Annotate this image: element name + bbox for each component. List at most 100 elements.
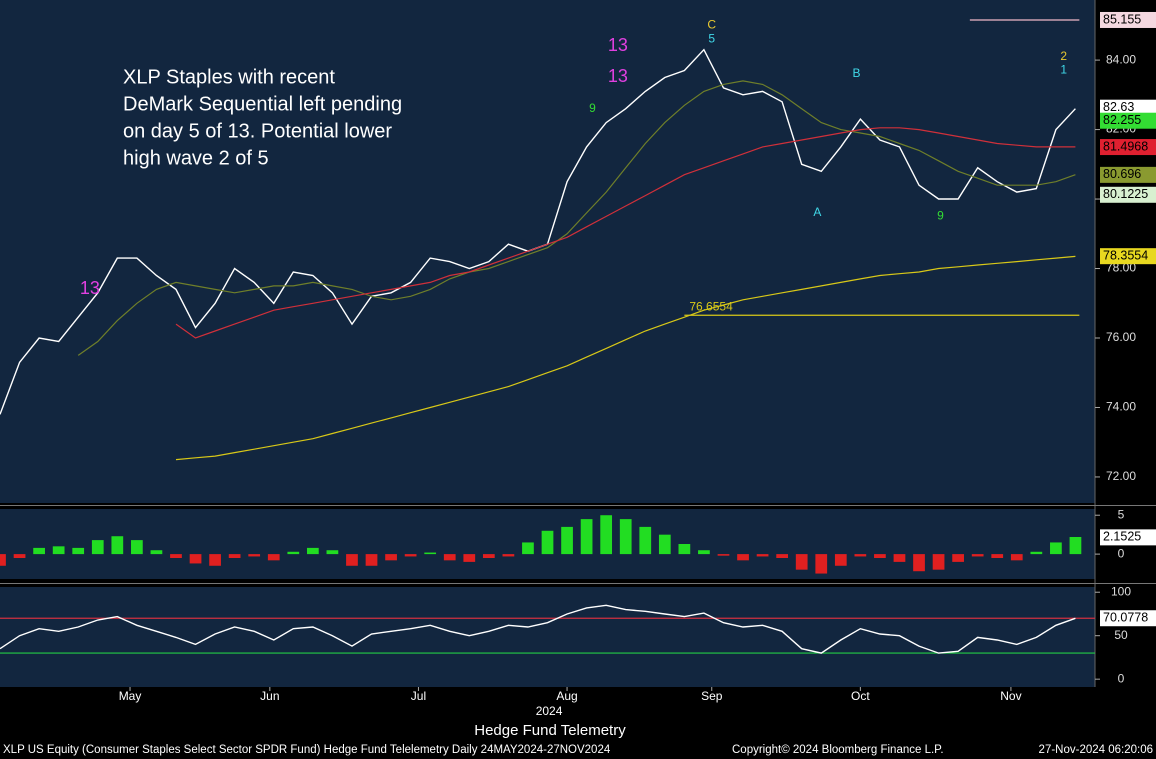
price-panel	[0, 0, 1095, 503]
histogram-bar	[424, 552, 437, 555]
footer-copyright: Copyright© 2024 Bloomberg Finance L.P.	[732, 744, 944, 756]
y-tick-label: 5	[1118, 507, 1125, 521]
demark-label: 13	[608, 35, 628, 55]
histogram-bar	[776, 554, 789, 558]
value-box	[1100, 248, 1156, 265]
value-box	[1100, 112, 1156, 129]
histogram-bar	[600, 515, 613, 555]
histogram-bar	[502, 554, 515, 557]
value-label: 80.696	[1103, 167, 1141, 181]
histogram-bar	[1030, 551, 1043, 555]
histogram-bar	[306, 547, 319, 555]
y-tick-label: 76.00	[1106, 330, 1136, 344]
histogram-bar	[111, 536, 124, 555]
y-tick-label: 100	[1111, 584, 1131, 598]
histogram-bar	[619, 519, 632, 555]
histogram-bar	[1069, 537, 1082, 555]
histogram-bar	[404, 554, 417, 557]
y-tick-label: 84.00	[1106, 52, 1136, 66]
value-label: 81.4968	[1103, 139, 1148, 153]
demark-label: 2	[1060, 49, 1067, 63]
histogram-bar	[228, 554, 241, 558]
histogram-bar	[13, 554, 26, 558]
footer-left: XLP US Equity (Consumer Staples Select S…	[3, 744, 611, 756]
level-label: 76.6554	[689, 299, 733, 313]
y-tick-label: 72.00	[1106, 469, 1136, 483]
series-line	[175, 255, 1076, 461]
histogram-bar	[756, 554, 769, 557]
histogram-bar	[971, 554, 984, 557]
histogram-bar	[0, 554, 6, 566]
y-tick-label: 50	[1114, 628, 1128, 642]
histogram-bar	[991, 554, 1004, 558]
x-tick-label: Sep	[701, 689, 723, 703]
histogram-bar	[639, 526, 652, 555]
value-label: 85.155	[1103, 12, 1141, 26]
histogram-bar	[91, 540, 104, 555]
histogram-bar	[893, 554, 906, 562]
y-tick-label: 0	[1118, 546, 1125, 560]
histogram-bar	[913, 554, 925, 572]
histogram-bar	[678, 544, 691, 555]
y-tick-label: 74.00	[1106, 400, 1136, 414]
value-label: 78.3554	[1103, 248, 1148, 262]
value-label: 80.1225	[1103, 187, 1148, 201]
value-box	[1100, 166, 1156, 183]
histogram-bar	[541, 530, 554, 555]
histogram-bar	[443, 554, 456, 561]
histogram-bar	[170, 554, 182, 558]
demark-label: 9	[589, 101, 596, 115]
x-tick-label: Jun	[260, 689, 279, 703]
histogram-bar	[150, 550, 163, 555]
x-tick-label: Oct	[851, 689, 870, 703]
x-tick-label: Jul	[411, 689, 426, 703]
demark-label: 5	[708, 31, 715, 45]
y-tick-label: 78.00	[1106, 261, 1136, 275]
histogram-bar	[854, 554, 867, 557]
histogram-bar	[346, 554, 358, 566]
x-tick-label: Aug	[556, 689, 577, 703]
y-tick-label: 0	[1118, 671, 1125, 685]
histogram-bar	[131, 540, 143, 555]
series-line	[0, 604, 1076, 654]
histogram-bar	[209, 554, 221, 566]
histogram-bar	[717, 554, 730, 556]
value-label: 82.255	[1103, 113, 1141, 127]
demark-label: 13	[80, 278, 100, 298]
demark-label: 13	[608, 66, 628, 86]
annotation-text: on day 5 of 13. Potential lower	[123, 120, 392, 142]
annotation-text: XLP Staples with recent	[123, 66, 335, 88]
histogram-bar	[1050, 542, 1062, 555]
x-tick-label: Nov	[1000, 689, 1021, 703]
footer-title: Hedge Fund Telemetry	[474, 722, 626, 739]
histogram-bar	[267, 554, 280, 561]
value-label: 82.63	[1103, 100, 1134, 114]
histogram-bar	[385, 554, 397, 561]
histogram-bar	[248, 554, 261, 557]
histogram-bar	[189, 554, 202, 564]
histogram-bar	[737, 554, 749, 561]
histogram-bar	[33, 547, 45, 555]
annotation-text: high wave 2 of 5	[123, 147, 269, 169]
histogram-bar	[287, 551, 300, 555]
value-box	[1100, 610, 1156, 627]
x-sublabel: 2024	[536, 704, 563, 718]
value-box	[1100, 99, 1156, 116]
histogram-bar	[658, 534, 671, 555]
histogram-bar	[1010, 554, 1023, 561]
series-line	[77, 80, 1076, 356]
demark-label: B	[852, 66, 860, 80]
value-box	[1100, 139, 1156, 156]
histogram-bar	[874, 554, 886, 558]
value-label: 2.1525	[1103, 530, 1141, 544]
histogram-bar	[952, 554, 964, 562]
annotation-text: DeMark Sequential left pending	[123, 93, 402, 115]
demark-label: C	[707, 18, 716, 32]
series-line	[175, 127, 1076, 339]
histogram-bar	[365, 554, 378, 566]
demark-label: A	[813, 205, 821, 219]
value-box	[1100, 11, 1156, 28]
x-tick-label: May	[119, 689, 142, 703]
histogram-bar	[326, 550, 339, 555]
histogram-bar	[72, 547, 85, 555]
